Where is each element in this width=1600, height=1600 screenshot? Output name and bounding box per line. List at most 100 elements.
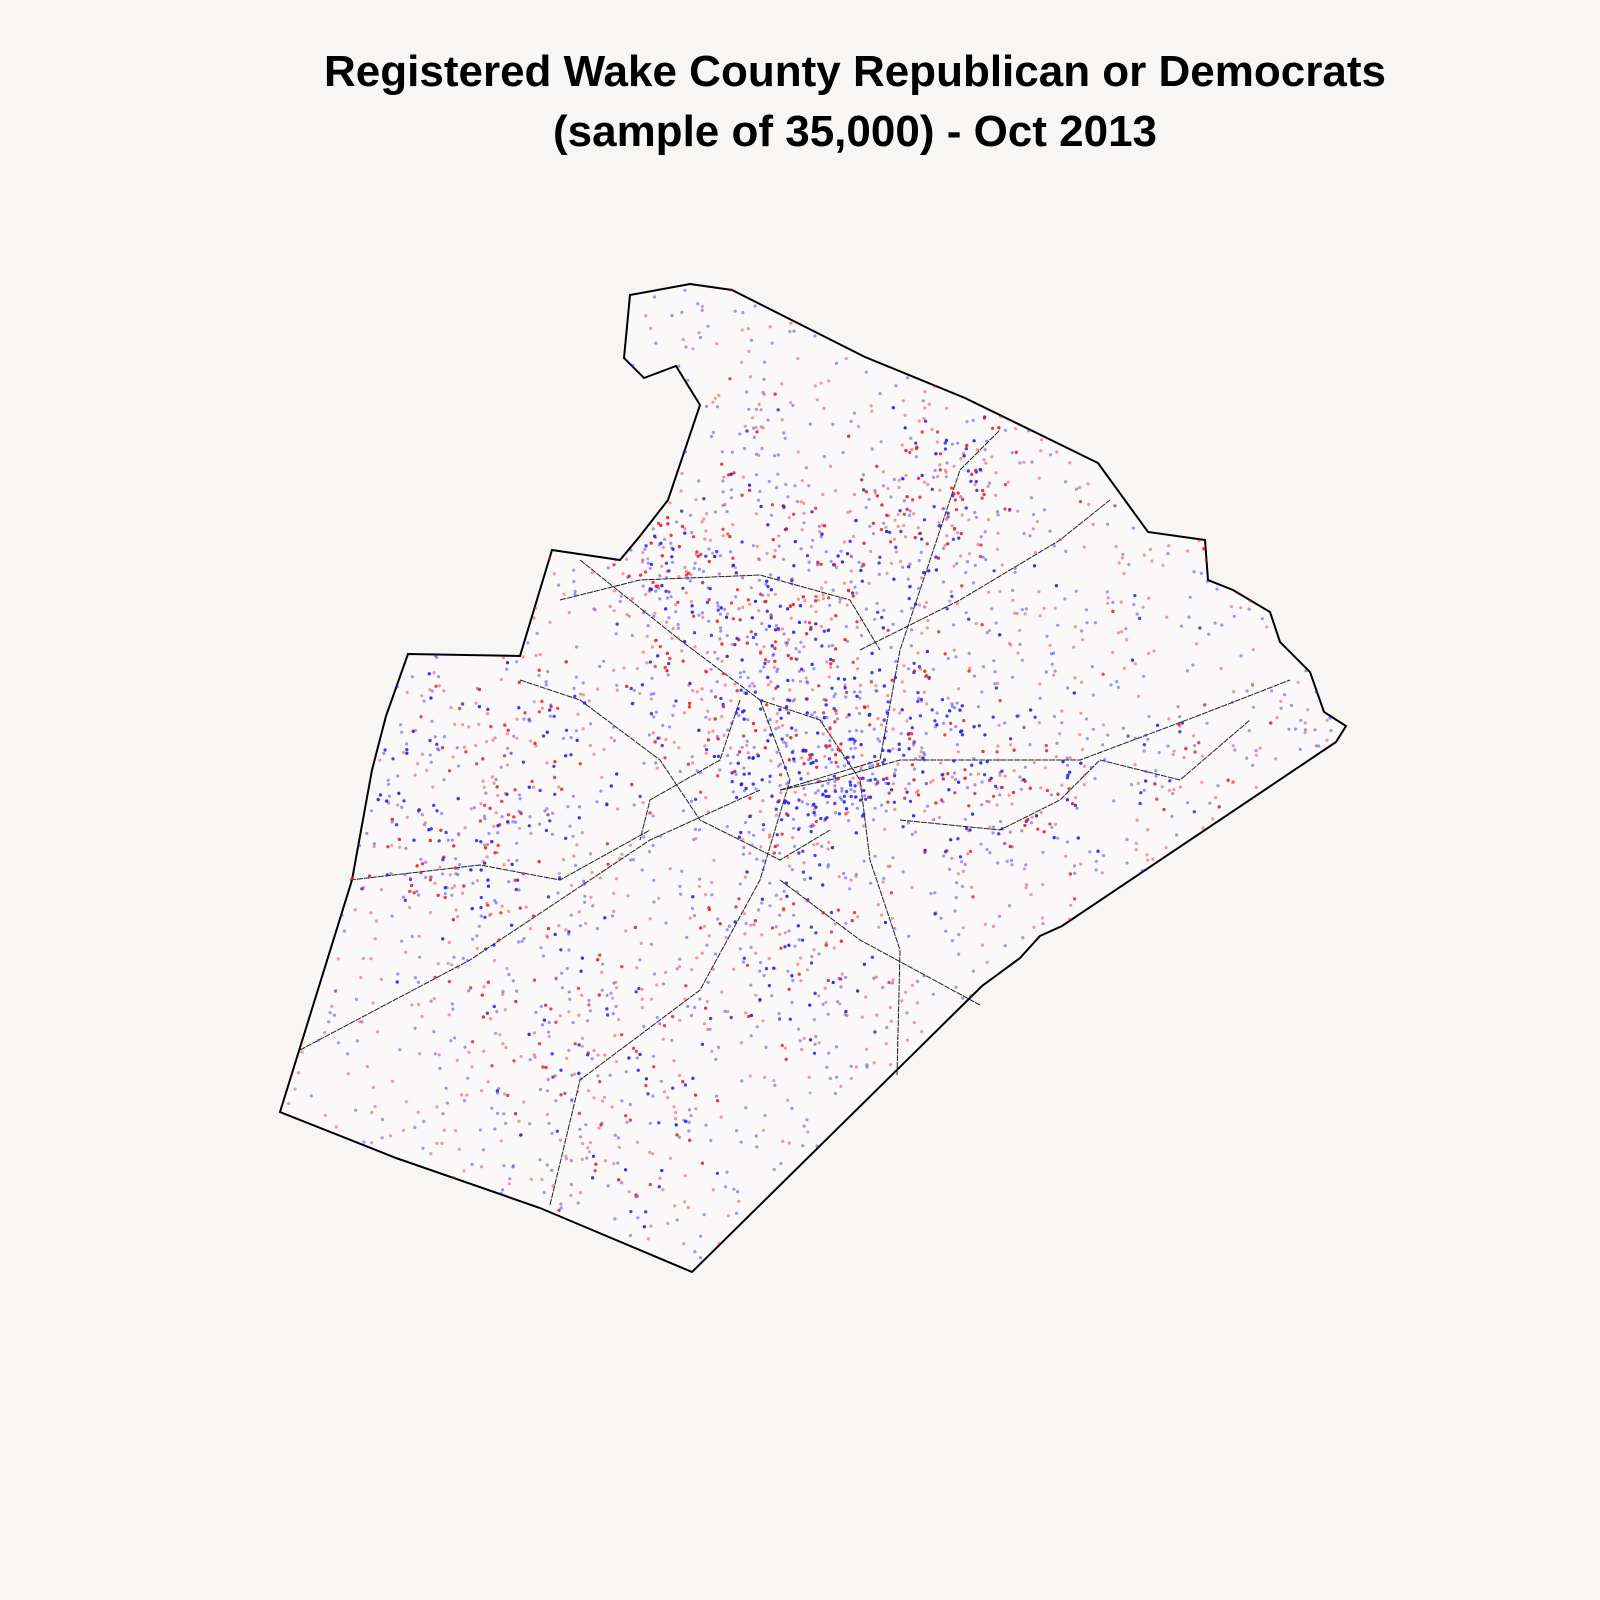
voter-dot <box>1197 741 1201 745</box>
voter-dot <box>886 700 890 704</box>
voter-dot <box>982 492 986 497</box>
voter-dot <box>805 632 809 636</box>
voter-dot <box>541 1023 545 1027</box>
voter-dot <box>836 765 840 769</box>
voter-dot <box>1056 836 1060 840</box>
voter-dot <box>929 780 933 784</box>
voter-dot <box>767 957 771 961</box>
voter-dot <box>683 531 687 535</box>
voter-dot <box>469 986 473 990</box>
voter-dot <box>854 1065 859 1069</box>
voter-dot <box>692 631 697 635</box>
voter-dot <box>617 1178 621 1182</box>
voter-dot <box>888 530 892 534</box>
voter-dot <box>1157 750 1161 755</box>
voter-dot <box>672 1105 676 1109</box>
voter-dot <box>998 773 1002 778</box>
voter-dot <box>934 452 938 456</box>
voter-dot <box>492 943 496 947</box>
voter-dot <box>434 684 438 688</box>
voter-dot <box>891 782 895 786</box>
voter-dot <box>658 1022 662 1026</box>
voter-dot <box>849 580 853 584</box>
voter-dot <box>802 645 806 649</box>
voter-dot <box>511 979 515 983</box>
voter-dot <box>855 694 859 698</box>
voter-dot <box>773 392 777 396</box>
voter-dot <box>842 764 847 768</box>
voter-dot <box>821 911 826 915</box>
voter-dot <box>649 562 654 566</box>
voter-dot <box>452 1176 456 1180</box>
voter-dot <box>807 560 811 564</box>
voter-dot <box>742 772 746 776</box>
road <box>349 829 651 881</box>
voter-dot <box>916 691 920 695</box>
voter-dot <box>820 644 824 648</box>
voter-dot <box>1096 849 1100 853</box>
voter-dot <box>1138 801 1142 806</box>
voter-dot <box>960 733 965 737</box>
voter-dot <box>846 510 850 514</box>
voter-dot <box>618 857 622 861</box>
voter-dot <box>592 1048 596 1053</box>
voter-dot <box>380 1117 385 1122</box>
voter-dot <box>1139 791 1143 795</box>
voter-dot <box>813 807 817 811</box>
voter-dot <box>644 1077 649 1081</box>
voter-dot <box>946 515 950 519</box>
voter-dot <box>1068 461 1072 465</box>
voter-dot <box>386 845 390 849</box>
voter-dot <box>783 945 787 949</box>
voter-dot <box>964 611 968 615</box>
voter-dot <box>566 805 570 809</box>
voter-dot <box>814 805 818 809</box>
voter-dot <box>551 1075 555 1079</box>
voter-dot <box>516 878 520 882</box>
voter-dot <box>378 793 383 797</box>
voter-dot <box>905 1011 909 1015</box>
voter-dot <box>618 599 622 604</box>
voter-dot <box>641 551 645 555</box>
voter-dot <box>1192 810 1196 814</box>
voter-dot <box>740 710 745 714</box>
voter-dot <box>621 572 625 576</box>
voter-dot <box>686 1004 690 1009</box>
voter-dot <box>980 623 984 627</box>
voter-dot <box>840 560 845 564</box>
voter-dot <box>517 680 521 685</box>
voter-dot <box>902 512 907 516</box>
voter-dot <box>829 930 834 934</box>
voter-dot <box>293 1087 297 1091</box>
voter-dot <box>683 997 687 1001</box>
voter-dot <box>917 586 921 591</box>
voter-dot <box>711 430 715 435</box>
voter-dot <box>505 792 509 796</box>
voter-dot <box>810 713 814 717</box>
voter-dot <box>646 561 650 565</box>
voter-dot <box>791 978 795 983</box>
voter-dot <box>783 766 788 770</box>
voter-dot <box>770 644 774 648</box>
voter-dot <box>596 958 600 962</box>
voter-dot <box>569 753 573 757</box>
voter-dot <box>947 867 952 872</box>
voter-dot <box>880 503 884 507</box>
voter-dot <box>551 1184 555 1188</box>
voter-dot <box>854 795 858 799</box>
voter-dot <box>842 871 846 876</box>
voter-dot <box>992 659 996 663</box>
voter-dot <box>735 795 739 800</box>
voter-dot <box>1052 673 1056 677</box>
voter-dot <box>972 725 976 729</box>
voter-dot <box>1156 723 1160 727</box>
voter-dot <box>552 764 556 768</box>
voter-dot <box>625 1120 629 1124</box>
voter-dot <box>634 1193 638 1197</box>
voter-dot <box>939 761 943 765</box>
voter-dot <box>1170 814 1174 819</box>
voter-dot <box>548 714 552 718</box>
voter-dot <box>971 812 975 816</box>
voter-dot <box>856 657 860 661</box>
voter-dot <box>1013 611 1017 615</box>
